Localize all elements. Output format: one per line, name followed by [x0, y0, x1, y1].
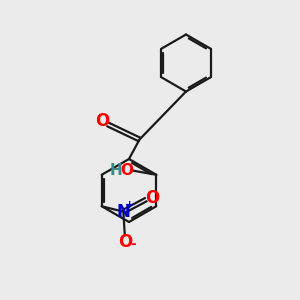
Text: +: + [125, 200, 134, 210]
Text: O: O [121, 163, 134, 178]
Text: -: - [130, 237, 136, 251]
Text: O: O [95, 112, 110, 130]
Text: N: N [116, 203, 130, 221]
Text: O: O [145, 189, 159, 207]
Text: O: O [118, 233, 132, 251]
Text: H: H [110, 163, 122, 178]
